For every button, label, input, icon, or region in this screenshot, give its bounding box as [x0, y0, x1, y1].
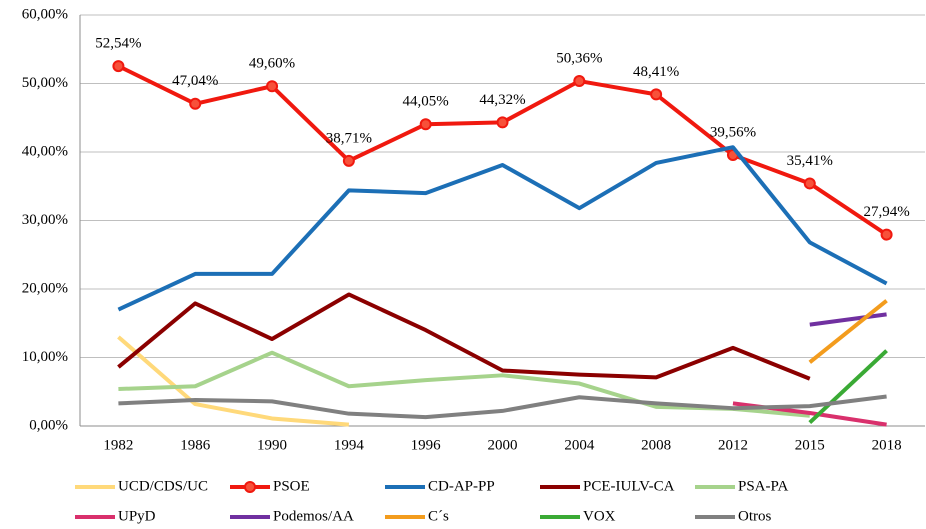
- y-tick-label: 0,00%: [29, 417, 68, 433]
- legend-label: C´s: [428, 508, 449, 524]
- legend-label: CD-AP-PP: [428, 478, 495, 494]
- point-marker: [880, 228, 893, 241]
- data-label: 49,60%: [249, 56, 295, 72]
- legend-label: Otros: [738, 508, 771, 524]
- series-line: [808, 299, 888, 364]
- data-label: 39,56%: [710, 124, 756, 140]
- data-label: 35,41%: [787, 153, 833, 169]
- y-tick-label: 20,00%: [22, 280, 68, 296]
- series-line: [118, 350, 810, 418]
- legend-label: PCE-IULV-CA: [583, 478, 675, 494]
- y-tick-label: 60,00%: [22, 6, 68, 22]
- data-label: 44,32%: [479, 92, 525, 108]
- x-tick-label: 1982: [103, 437, 133, 453]
- point-marker: [573, 75, 586, 88]
- point-marker: [342, 154, 355, 167]
- point-marker: [112, 60, 125, 73]
- series-line: [117, 145, 888, 312]
- point-marker: [650, 88, 663, 101]
- y-tick-label: 30,00%: [22, 212, 68, 228]
- x-tick-label: 2012: [718, 437, 748, 453]
- data-label: 50,36%: [556, 50, 602, 66]
- y-tick-label: 50,00%: [22, 75, 68, 91]
- y-tick-label: 10,00%: [22, 349, 68, 365]
- data-label: 47,04%: [172, 73, 218, 89]
- x-tick-label: 1994: [334, 437, 365, 453]
- legend-label: PSOE: [273, 478, 310, 494]
- data-label: 48,41%: [633, 64, 679, 80]
- data-label: 27,94%: [863, 204, 909, 220]
- x-tick-label: 1996: [411, 437, 442, 453]
- legend-label: PSA-PA: [738, 478, 788, 494]
- series-line: [809, 312, 887, 327]
- series-line: [808, 349, 888, 425]
- data-label: 44,05%: [403, 94, 449, 110]
- x-tick-label: 2008: [641, 437, 671, 453]
- data-label: 52,54%: [95, 36, 141, 52]
- legend-label: UCD/CDS/UC: [118, 478, 208, 494]
- y-tick-label: 40,00%: [22, 143, 68, 159]
- series-line: [117, 335, 350, 427]
- x-tick-label: 2018: [872, 437, 902, 453]
- point-marker: [419, 118, 432, 131]
- x-tick-label: 2015: [795, 437, 825, 453]
- point-marker: [803, 177, 816, 190]
- legend-label: VOX: [583, 508, 616, 524]
- series-line: [117, 292, 811, 381]
- series-line: [118, 394, 887, 420]
- data-label: 38,71%: [326, 130, 372, 146]
- legend-label: UPyD: [118, 508, 156, 524]
- x-tick-label: 2004: [564, 437, 595, 453]
- x-tick-label: 1990: [257, 437, 287, 453]
- point-marker: [189, 97, 202, 110]
- point-marker: [266, 80, 279, 93]
- x-tick-label: 2000: [488, 437, 518, 453]
- legend-label: Podemos/AA: [273, 508, 354, 524]
- point-marker: [496, 116, 509, 129]
- x-tick-label: 1986: [180, 437, 211, 453]
- legend-marker: [244, 481, 256, 493]
